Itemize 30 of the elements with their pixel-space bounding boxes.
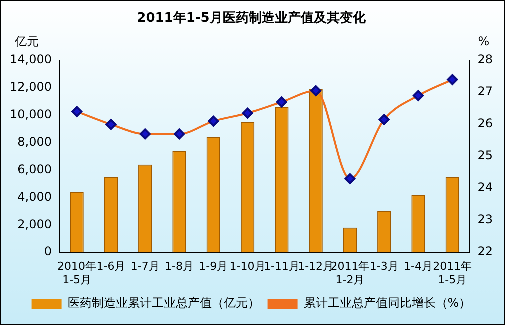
y2-tick-label: 22 <box>478 244 494 259</box>
x-tick-label: 1-4月 <box>404 260 433 274</box>
x-tick-label: 1-10月 <box>230 260 266 274</box>
y-tick-label: 6,000 <box>18 162 52 176</box>
chart-title: 2011年1-5月医药制造业产值及其变化 <box>137 10 367 26</box>
x-tick-label: 1-9月 <box>199 260 228 274</box>
y2-tick-label: 26 <box>478 116 494 131</box>
y-tick-label: 10,000 <box>10 108 52 122</box>
y-tick-label: 8,000 <box>18 135 52 150</box>
x-tick-label: 1-7月 <box>130 260 160 274</box>
y-tick-label: 4,000 <box>18 190 52 204</box>
y-tick-label: 14,000 <box>10 52 52 67</box>
x-tick-label: 2011年 1-5月 <box>433 260 472 286</box>
y2-tick-label: 25 <box>478 148 494 163</box>
y-tick-label: 2,000 <box>18 217 52 232</box>
y2-axis-title: % <box>478 34 490 49</box>
y-axis-title: 亿元 <box>14 34 39 49</box>
legend-label: 累计工业总产值同比增长（%） <box>304 296 472 310</box>
y-tick-label: 0 <box>44 244 52 259</box>
x-tick-label: 1-8月 <box>165 260 194 274</box>
legend-label: 医药制造业累计工业总产值（亿元） <box>68 296 260 310</box>
x-tick-label: 1-3月 <box>370 260 399 274</box>
y2-tick-label: 28 <box>478 52 494 67</box>
x-tick-label: 2010年 1-5月 <box>58 260 97 286</box>
y2-tick-label: 24 <box>478 180 494 195</box>
x-tick-label: 1-6月 <box>96 260 126 274</box>
y2-tick-label: 27 <box>478 84 494 99</box>
x-tick-label: 1-11月 <box>264 260 300 274</box>
y-tick-label: 12,000 <box>10 80 52 94</box>
y2-tick-label: 23 <box>478 212 494 227</box>
